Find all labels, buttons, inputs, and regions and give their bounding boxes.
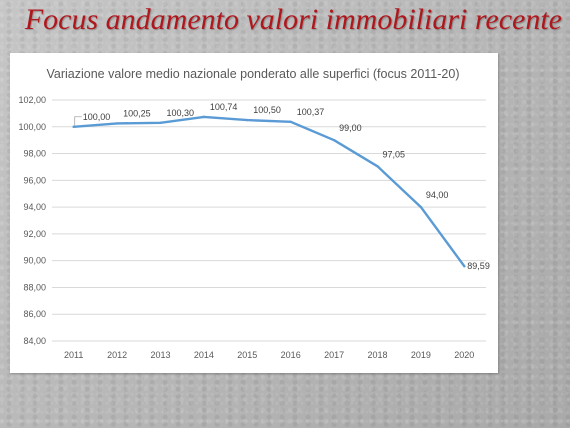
data-label: 89,59 xyxy=(467,261,490,271)
y-tick-label: 86,00 xyxy=(23,309,46,319)
y-tick-label: 96,00 xyxy=(23,175,46,185)
data-label: 100,00 xyxy=(83,112,111,122)
data-label: 100,37 xyxy=(297,107,325,117)
y-tick-label: 88,00 xyxy=(23,282,46,292)
data-point xyxy=(246,118,249,122)
data-label-leader-line xyxy=(74,116,82,126)
data-label: 99,00 xyxy=(339,123,362,133)
line-chart: Variazione valore medio nazionale ponder… xyxy=(18,67,490,360)
data-point xyxy=(202,115,206,119)
data-point xyxy=(463,264,466,268)
x-tick-label: 2015 xyxy=(237,350,257,360)
x-tick-label: 2016 xyxy=(281,350,301,360)
y-tick-label: 92,00 xyxy=(23,229,46,239)
data-point xyxy=(332,138,336,142)
gridlines xyxy=(52,99,486,342)
data-label: 94,00 xyxy=(426,190,449,200)
data-labels: 100,00 100,25 100,30 100,74 100,50 100,37 99,0… xyxy=(74,102,490,271)
series-line xyxy=(72,115,466,268)
line-chart-panel: Variazione valore medio nazionale ponder… xyxy=(10,53,498,373)
data-label: 100,25 xyxy=(123,108,151,118)
y-tick-label: 98,00 xyxy=(23,149,46,159)
slide-title: Focus andamento valori immobiliari recen… xyxy=(24,3,562,36)
y-tick-label: 94,00 xyxy=(23,202,46,212)
y-tick-label: 90,00 xyxy=(23,256,46,266)
x-tick-label: 2018 xyxy=(367,350,387,360)
x-tick-label: 2014 xyxy=(194,350,214,360)
data-point xyxy=(419,205,423,209)
data-point xyxy=(115,122,119,125)
data-label: 100,30 xyxy=(167,108,195,118)
x-tick-label: 2019 xyxy=(411,350,431,360)
y-tick-label: 100,00 xyxy=(18,122,46,132)
y-axis-tick-labels: 84,00 86,00 88,00 90,00 92,00 94,00 96,00 98,00… xyxy=(18,95,46,346)
x-tick-label: 2012 xyxy=(107,350,127,360)
data-point xyxy=(159,121,162,124)
data-label: 97,05 xyxy=(383,149,406,159)
y-tick-label: 102,00 xyxy=(18,95,46,105)
x-tick-label: 2017 xyxy=(324,350,344,360)
x-tick-label: 2020 xyxy=(454,350,474,360)
data-point xyxy=(289,120,292,124)
data-point xyxy=(72,125,75,128)
x-tick-label: 2011 xyxy=(64,350,83,360)
data-point xyxy=(376,165,379,168)
series-layer xyxy=(72,115,466,268)
y-tick-label: 84,00 xyxy=(23,336,46,346)
chart-title: Variazione valore medio nazionale ponder… xyxy=(47,67,460,81)
x-tick-label: 2013 xyxy=(150,350,170,360)
x-axis-tick-labels: 2011 2012 2013 2014 2015 2016 2017 2018 2019 2020 xyxy=(64,350,474,360)
data-label: 100,74 xyxy=(210,102,238,112)
data-label: 100,50 xyxy=(253,105,281,115)
